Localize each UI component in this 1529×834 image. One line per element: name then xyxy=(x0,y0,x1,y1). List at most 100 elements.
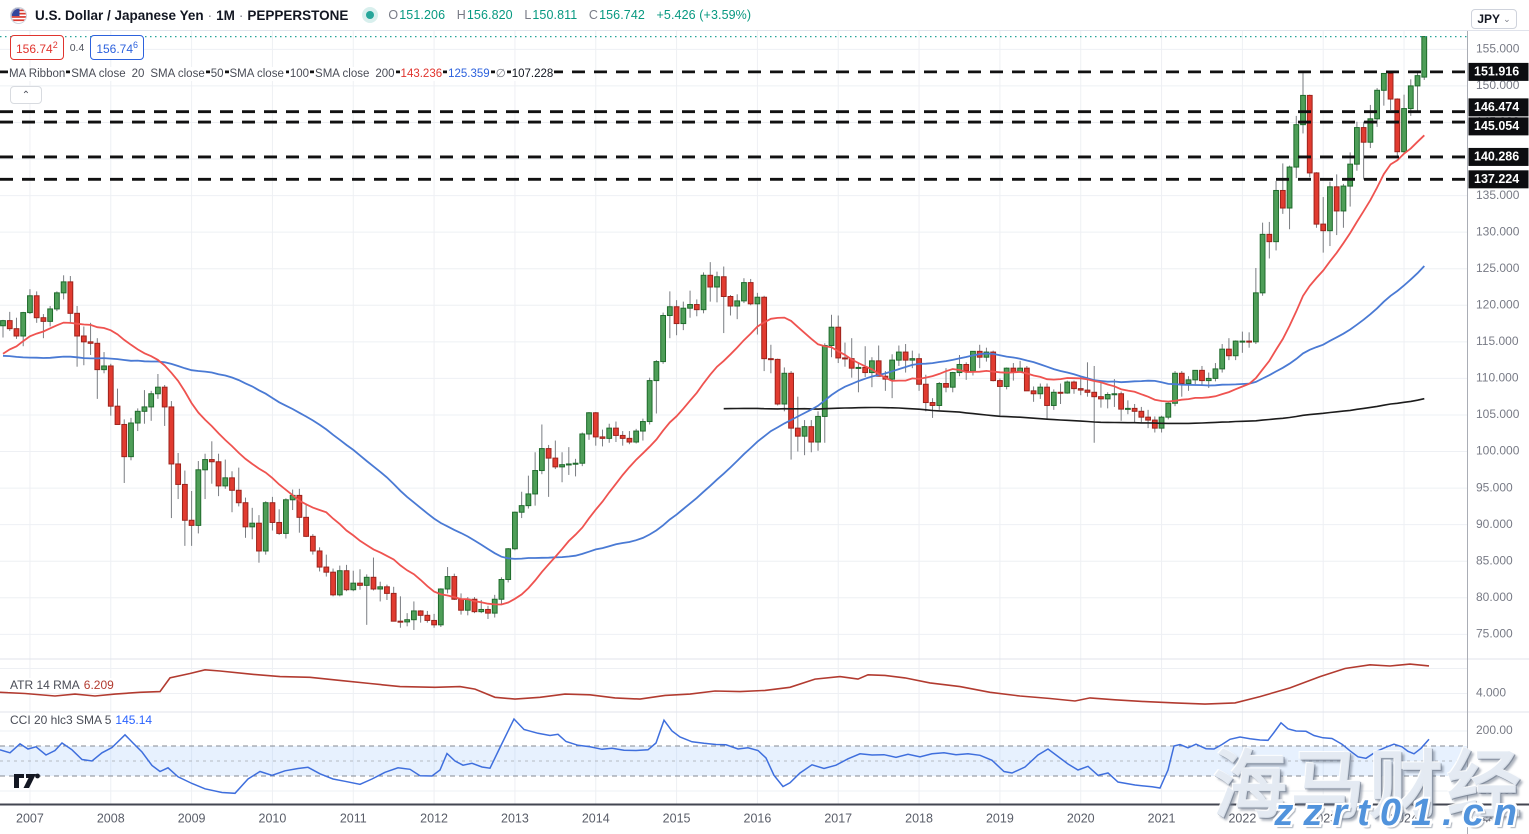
candle-2008-12 xyxy=(181,483,188,521)
svg-text:2018: 2018 xyxy=(905,811,933,825)
price-badge-146.474: 146.474 xyxy=(1468,98,1529,117)
cci-line xyxy=(0,717,1430,795)
change-value: +5.426 (+3.59%) xyxy=(656,8,752,22)
svg-text:151.916: 151.916 xyxy=(1474,65,1519,79)
svg-text:2014: 2014 xyxy=(582,811,610,825)
svg-text:2013: 2013 xyxy=(501,811,529,825)
candle-2018-07 xyxy=(956,364,963,374)
svg-text:-200.00: -200.00 xyxy=(1476,783,1517,797)
candle-2010-01 xyxy=(269,502,276,523)
candle-2007-02 xyxy=(33,295,40,319)
candle-2012-08 xyxy=(478,608,485,613)
svg-text:2019: 2019 xyxy=(986,811,1014,825)
svg-text:2016: 2016 xyxy=(744,811,772,825)
price-axis[interactable]: 155.000150.000145.000140.000135.000130.0… xyxy=(1468,42,1529,798)
candle-2014-03 xyxy=(606,427,613,439)
candle-2021-09 xyxy=(1212,368,1219,379)
candle-2011-01 xyxy=(350,582,357,591)
candle-2020-05 xyxy=(1104,393,1111,400)
svg-text:2012: 2012 xyxy=(420,811,448,825)
candle-2019-11 xyxy=(1064,381,1071,394)
pane-separators[interactable] xyxy=(0,31,1529,834)
candle-2023-04 xyxy=(1340,185,1347,212)
candle-2013-04 xyxy=(532,470,539,495)
sma50-line xyxy=(2,265,1425,560)
symbol-title[interactable]: U.S. Dollar / Japanese Yen · 1M · PEPPERSTON… xyxy=(35,7,349,23)
candle-2006-12 xyxy=(20,312,27,337)
candle-2020-08 xyxy=(1124,407,1131,410)
currency-dropdown[interactable]: JPY ⌄ xyxy=(1471,9,1517,29)
candle-2020-02 xyxy=(1084,389,1091,393)
buy-button[interactable]: 156.746 xyxy=(90,35,145,60)
candle-2009-08 xyxy=(235,489,242,504)
candle-2011-10 xyxy=(410,610,417,621)
sma200-line xyxy=(723,397,1425,425)
axis-settings-gear-icon[interactable]: ⚙ xyxy=(1480,809,1494,826)
candle-2009-06 xyxy=(222,477,229,487)
candle-2009-04 xyxy=(208,459,215,463)
quote-widget: 156.742 0.4 156.746 xyxy=(10,35,145,60)
candle-2017-06 xyxy=(869,360,875,374)
candle-2006-09 xyxy=(0,320,6,327)
collapse-legend-button[interactable]: ⌃ xyxy=(10,86,42,104)
candle-2010-06 xyxy=(303,516,310,537)
candle-2009-12 xyxy=(262,502,269,552)
candle-2022-07 xyxy=(1279,189,1286,209)
candle-2015-08 xyxy=(720,276,727,298)
candle-2022-10 xyxy=(1300,94,1306,126)
symbol-name[interactable]: U.S. Dollar / Japanese Yen xyxy=(35,7,204,23)
candle-2015-01 xyxy=(673,306,680,325)
market-status-dot[interactable] xyxy=(366,11,375,19)
svg-text:137.224: 137.224 xyxy=(1474,172,1519,186)
candle-2011-02 xyxy=(357,582,363,586)
candle-2021-11 xyxy=(1226,348,1232,357)
candle-2010-03 xyxy=(283,499,289,534)
candle-2017-04 xyxy=(855,366,862,369)
candle-2023-01 xyxy=(1320,223,1327,232)
candle-2009-07 xyxy=(229,477,235,491)
candle-2008-04 xyxy=(128,422,134,458)
atr-label[interactable]: ATR 14 RMA xyxy=(8,678,82,692)
candle-2008-07 xyxy=(148,393,155,408)
candle-2022-03 xyxy=(1252,292,1259,343)
atr-legend[interactable]: ATR 14 RMA 6.209 xyxy=(8,678,116,692)
candle-2018-02 xyxy=(922,383,929,404)
candle-2024-01 xyxy=(1401,108,1407,153)
candle-2010-12 xyxy=(343,570,350,591)
sell-button[interactable]: 156.742 xyxy=(10,35,64,60)
candle-2022-04 xyxy=(1259,233,1266,294)
sma50-value: 125.359 xyxy=(447,67,491,81)
svg-text:200.00: 200.00 xyxy=(1476,723,1513,737)
exchange-label[interactable]: PEPPERSTONE xyxy=(247,7,349,23)
candle-2010-07 xyxy=(309,535,316,552)
svg-text:2015: 2015 xyxy=(663,811,691,825)
level-lines[interactable] xyxy=(0,70,1467,181)
candle-2014-11 xyxy=(660,315,667,363)
candle-2012-05 xyxy=(458,598,464,611)
candle-2007-09 xyxy=(80,335,87,343)
svg-text:85.000: 85.000 xyxy=(1476,553,1513,567)
svg-text:2022: 2022 xyxy=(1228,811,1256,825)
ma-ribbon-legend[interactable]: MA Ribbon SMA close 20 SMA close 50 SMA close… xyxy=(8,67,555,81)
candle-2012-07 xyxy=(471,598,478,613)
time-axis[interactable]: 2007 2008 2009 2010 2011 2012 2013 2014 2015 2016… xyxy=(16,811,1418,825)
svg-text:146.474: 146.474 xyxy=(1474,100,1519,114)
candle-2014-07 xyxy=(633,430,640,443)
candle-2023-05 xyxy=(1347,163,1354,187)
candle-2012-06 xyxy=(464,598,471,611)
candle-2024-04 xyxy=(1421,36,1428,78)
svg-text:135.000: 135.000 xyxy=(1476,188,1520,202)
interval-label[interactable]: 1M xyxy=(216,7,235,23)
cci-legend[interactable]: CCI 20 hlc3 SMA 5 145.14 xyxy=(8,713,155,727)
candle-2023-07 xyxy=(1360,127,1367,143)
tradingview-logo[interactable] xyxy=(13,773,45,794)
candle-2024-03 xyxy=(1414,75,1421,87)
candle-2020-03 xyxy=(1091,391,1098,398)
sma100-empty-value: ∅ xyxy=(494,67,507,81)
cci-label[interactable]: CCI 20 hlc3 SMA 5 xyxy=(8,713,114,727)
candle-2016-01 xyxy=(754,296,761,305)
candle-2012-04 xyxy=(451,576,458,600)
candle-2008-01 xyxy=(107,365,114,407)
candle-2006-10 xyxy=(6,320,13,330)
